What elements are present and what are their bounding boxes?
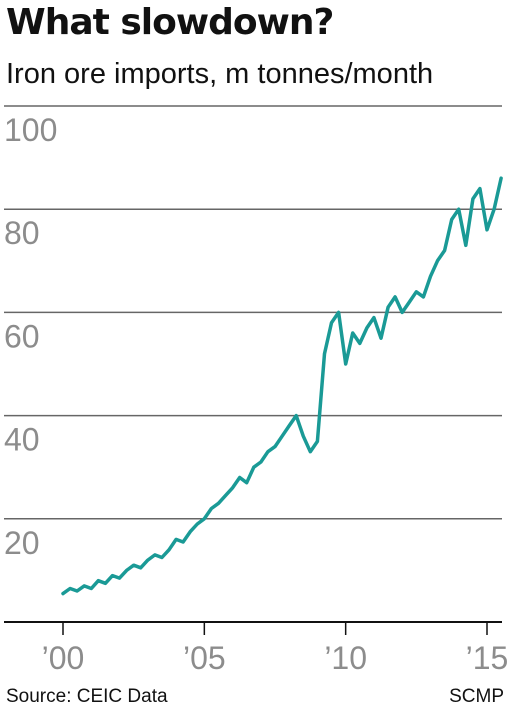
y-tick-label: 40 xyxy=(4,422,40,458)
x-tick-label: ’10 xyxy=(324,640,367,676)
chart-subtitle: Iron ore imports, m tonnes/month xyxy=(6,58,434,90)
y-tick-label: 60 xyxy=(4,318,40,354)
x-tick-label: ’00 xyxy=(42,640,85,676)
credit-label: SCMP xyxy=(449,686,504,707)
y-tick-label: 80 xyxy=(4,215,40,251)
x-tick-label: ’15 xyxy=(466,640,508,676)
series-line xyxy=(61,176,503,596)
x-tick-label: ’05 xyxy=(183,640,226,676)
y-tick-label: 100 xyxy=(4,112,57,148)
chart-title: What slowdown? xyxy=(6,2,334,43)
y-tick-label: 20 xyxy=(4,525,40,561)
line-chart: 20 40 60 80 100 ’00 ’05 ’10 ’15 xyxy=(4,105,508,676)
source-note: Source: CEIC Data xyxy=(6,686,168,707)
